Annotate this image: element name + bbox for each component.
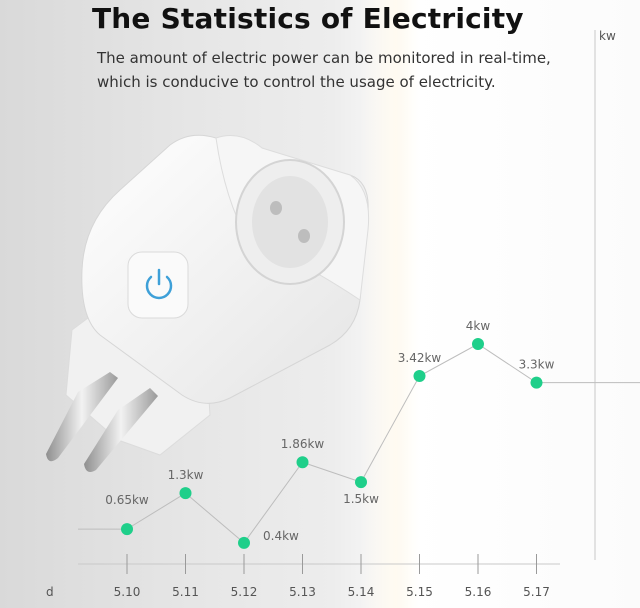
data-point — [238, 536, 250, 549]
x-tick-label: 5.13 — [289, 585, 316, 599]
subtitle-line-1: The amount of electric power can be moni… — [97, 49, 551, 67]
data-label: 1.5kw — [343, 492, 379, 506]
x-tick-label: 5.16 — [465, 585, 492, 599]
data-point — [413, 370, 426, 383]
data-point — [121, 523, 133, 536]
data-label: 3.3kw — [519, 358, 555, 372]
x-tick-label: 5.15 — [406, 585, 433, 599]
data-label: 4kw — [466, 319, 491, 333]
light-glow — [360, 0, 420, 608]
x-tick-label: 5.12 — [231, 585, 258, 599]
subtitle-line-2: which is conducive to control the usage … — [97, 73, 496, 91]
data-point — [296, 456, 309, 469]
data-point — [472, 338, 484, 350]
data-point — [179, 487, 192, 500]
x-tick-label: 5.17 — [523, 585, 550, 599]
data-label: 1.86kw — [281, 437, 325, 451]
data-point — [530, 376, 543, 389]
power-icon — [145, 268, 173, 300]
data-label: 3.42kw — [398, 351, 442, 365]
x-tick-label: 5.10 — [114, 585, 141, 599]
x-axis-label: d — [46, 585, 54, 599]
series-line — [126, 343, 537, 544]
data-label: 0.65kw — [105, 493, 149, 507]
page-subtitle: The amount of electric power can be moni… — [97, 46, 567, 94]
data-label: 0.4kw — [263, 529, 299, 543]
page-title: The Statistics of Electricity — [92, 2, 524, 35]
y-axis-label: kw — [599, 29, 616, 43]
data-point — [355, 476, 367, 489]
x-tick-label: 5.14 — [348, 585, 375, 599]
data-label: 1.3kw — [168, 468, 204, 482]
x-tick-label: 5.11 — [172, 585, 199, 599]
